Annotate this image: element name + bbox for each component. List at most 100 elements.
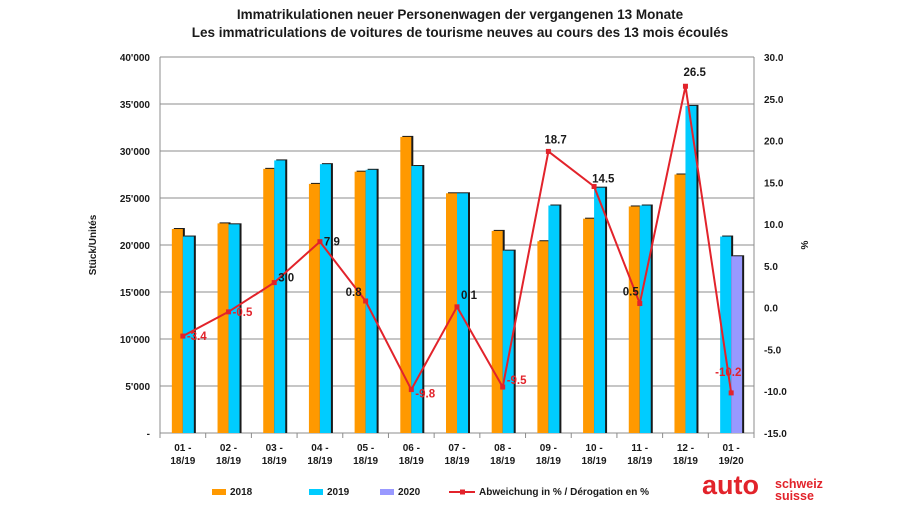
bar-2018 xyxy=(491,230,503,433)
bar-2018 xyxy=(674,174,686,433)
deviation-data-label: -3.4 xyxy=(187,331,207,343)
y-left-tick-label: 40'000 xyxy=(120,53,151,64)
y-right-tick-label: 20.0 xyxy=(764,137,784,148)
x-tick-label: 08 - xyxy=(494,443,511,454)
x-tick-label: 18/19 xyxy=(307,456,332,467)
x-tick-label: 11 - xyxy=(631,443,648,454)
x-tick-label: 18/19 xyxy=(262,456,287,467)
bar-2019 xyxy=(720,236,732,433)
y-left-tick-label: 10'000 xyxy=(120,335,151,346)
bar-2019 xyxy=(365,169,377,434)
x-tick-label: 12 - xyxy=(677,443,694,454)
deviation-point xyxy=(637,300,643,306)
y-right-axis-title: % xyxy=(800,240,811,249)
deviation-point xyxy=(591,184,597,190)
legend-swatch-2020 xyxy=(380,489,394,495)
x-tick-label: 05 - xyxy=(357,443,374,454)
deviation-data-label: 7.9 xyxy=(324,237,340,249)
deviation-point xyxy=(545,148,551,154)
y-right-tick-label: 25.0 xyxy=(764,95,784,106)
deviation-data-label: -0.5 xyxy=(233,307,253,319)
bar-2019 xyxy=(457,193,468,433)
x-tick-label: 04 - xyxy=(311,443,328,454)
bar-2018 xyxy=(400,136,412,433)
legend-label-2018: 2018 xyxy=(230,487,253,498)
bar-2018 xyxy=(217,223,229,433)
x-tick-label: 03 - xyxy=(266,443,283,454)
legend-swatch-2018 xyxy=(212,489,226,495)
bar-2018 xyxy=(308,183,320,433)
bar-2019 xyxy=(182,236,194,433)
x-tick-label: 18/19 xyxy=(627,456,652,467)
x-tick-label: 09 - xyxy=(540,443,557,454)
y-right-tick-label: 10.0 xyxy=(764,220,784,231)
x-tick-label: 01 - xyxy=(174,443,191,454)
y-right-tick-label: -10.0 xyxy=(764,387,787,398)
deviation-data-label: 0.8 xyxy=(346,287,363,299)
bar-2019 xyxy=(594,187,606,433)
deviation-point xyxy=(500,384,506,390)
bar-2018 xyxy=(263,168,275,434)
x-tick-label: 01 - xyxy=(723,443,740,454)
bar-2020 xyxy=(731,256,743,433)
legend-swatch-2019 xyxy=(309,489,323,495)
y-right-tick-label: 5.0 xyxy=(764,262,778,273)
y-right-tick-label: -15.0 xyxy=(764,429,787,440)
x-tick-label: 18/19 xyxy=(673,456,698,467)
legend-label-2020: 2020 xyxy=(398,487,421,498)
deviation-point xyxy=(682,83,688,89)
logo-text-auto: auto xyxy=(702,470,759,500)
y-right-tick-label: 30.0 xyxy=(764,53,784,64)
x-tick-label: 19/20 xyxy=(719,456,744,467)
deviation-point xyxy=(363,298,369,304)
y-left-tick-label: 35'000 xyxy=(120,100,151,111)
x-tick-label: 18/19 xyxy=(490,456,515,467)
x-tick-label: 18/19 xyxy=(353,456,378,467)
deviation-point xyxy=(728,390,734,396)
deviation-point xyxy=(271,280,277,286)
bar-2018 xyxy=(583,218,595,433)
legend-label-2019: 2019 xyxy=(327,487,350,498)
deviation-data-label: 26.5 xyxy=(683,67,706,79)
x-tick-label: 18/19 xyxy=(444,456,469,467)
bar-2018 xyxy=(628,206,640,433)
y-right-tick-label: 0.0 xyxy=(764,304,778,315)
deviation-point xyxy=(317,239,323,245)
deviation-data-label: 18.7 xyxy=(544,134,566,146)
bar-2019 xyxy=(502,250,514,433)
deviation-point xyxy=(226,309,232,315)
legend-label-deviation: Abweichung in % / Dérogation en % xyxy=(479,487,649,498)
bar-2019 xyxy=(319,164,331,433)
x-tick-label: 06 - xyxy=(403,443,420,454)
chart-title: Immatrikulationen neuer Personenwagen de… xyxy=(236,7,684,22)
bar-2018 xyxy=(171,229,183,433)
y-left-tick-label: 30'000 xyxy=(120,147,151,158)
x-tick-label: 07 - xyxy=(448,443,465,454)
y-left-tick-label: 5'000 xyxy=(125,382,150,393)
bar-2019 xyxy=(685,105,697,433)
bar-2019 xyxy=(228,224,240,433)
deviation-data-label: 3.0 xyxy=(278,273,294,285)
x-tick-label: 18/19 xyxy=(582,456,607,467)
x-tick-label: 10 - xyxy=(585,443,602,454)
x-tick-label: 18/19 xyxy=(399,456,424,467)
chart-subtitle: Les immatriculations de voitures de tour… xyxy=(191,25,729,40)
bar-2018 xyxy=(537,241,549,433)
y-left-tick-label: 20'000 xyxy=(120,241,151,252)
deviation-data-label: -9.8 xyxy=(415,389,435,401)
y-left-axis-title: Stück/Unités xyxy=(88,214,99,275)
deviation-data-label: 14.5 xyxy=(592,174,615,186)
y-left-tick-label: - xyxy=(147,429,150,440)
deviation-data-label: 0.1 xyxy=(461,290,478,302)
y-left-tick-label: 25'000 xyxy=(120,194,151,205)
bar-2019 xyxy=(639,205,651,433)
deviation-data-label: -10.2 xyxy=(715,367,741,379)
y-right-tick-label: 15.0 xyxy=(764,178,784,189)
bar-2019 xyxy=(411,166,423,434)
y-left-tick-label: 15'000 xyxy=(120,288,151,299)
deviation-data-label: 0.5 xyxy=(623,286,640,298)
deviation-point xyxy=(454,304,460,310)
bar-2018 xyxy=(446,193,457,433)
deviation-point xyxy=(180,333,186,339)
x-tick-label: 18/19 xyxy=(170,456,195,467)
